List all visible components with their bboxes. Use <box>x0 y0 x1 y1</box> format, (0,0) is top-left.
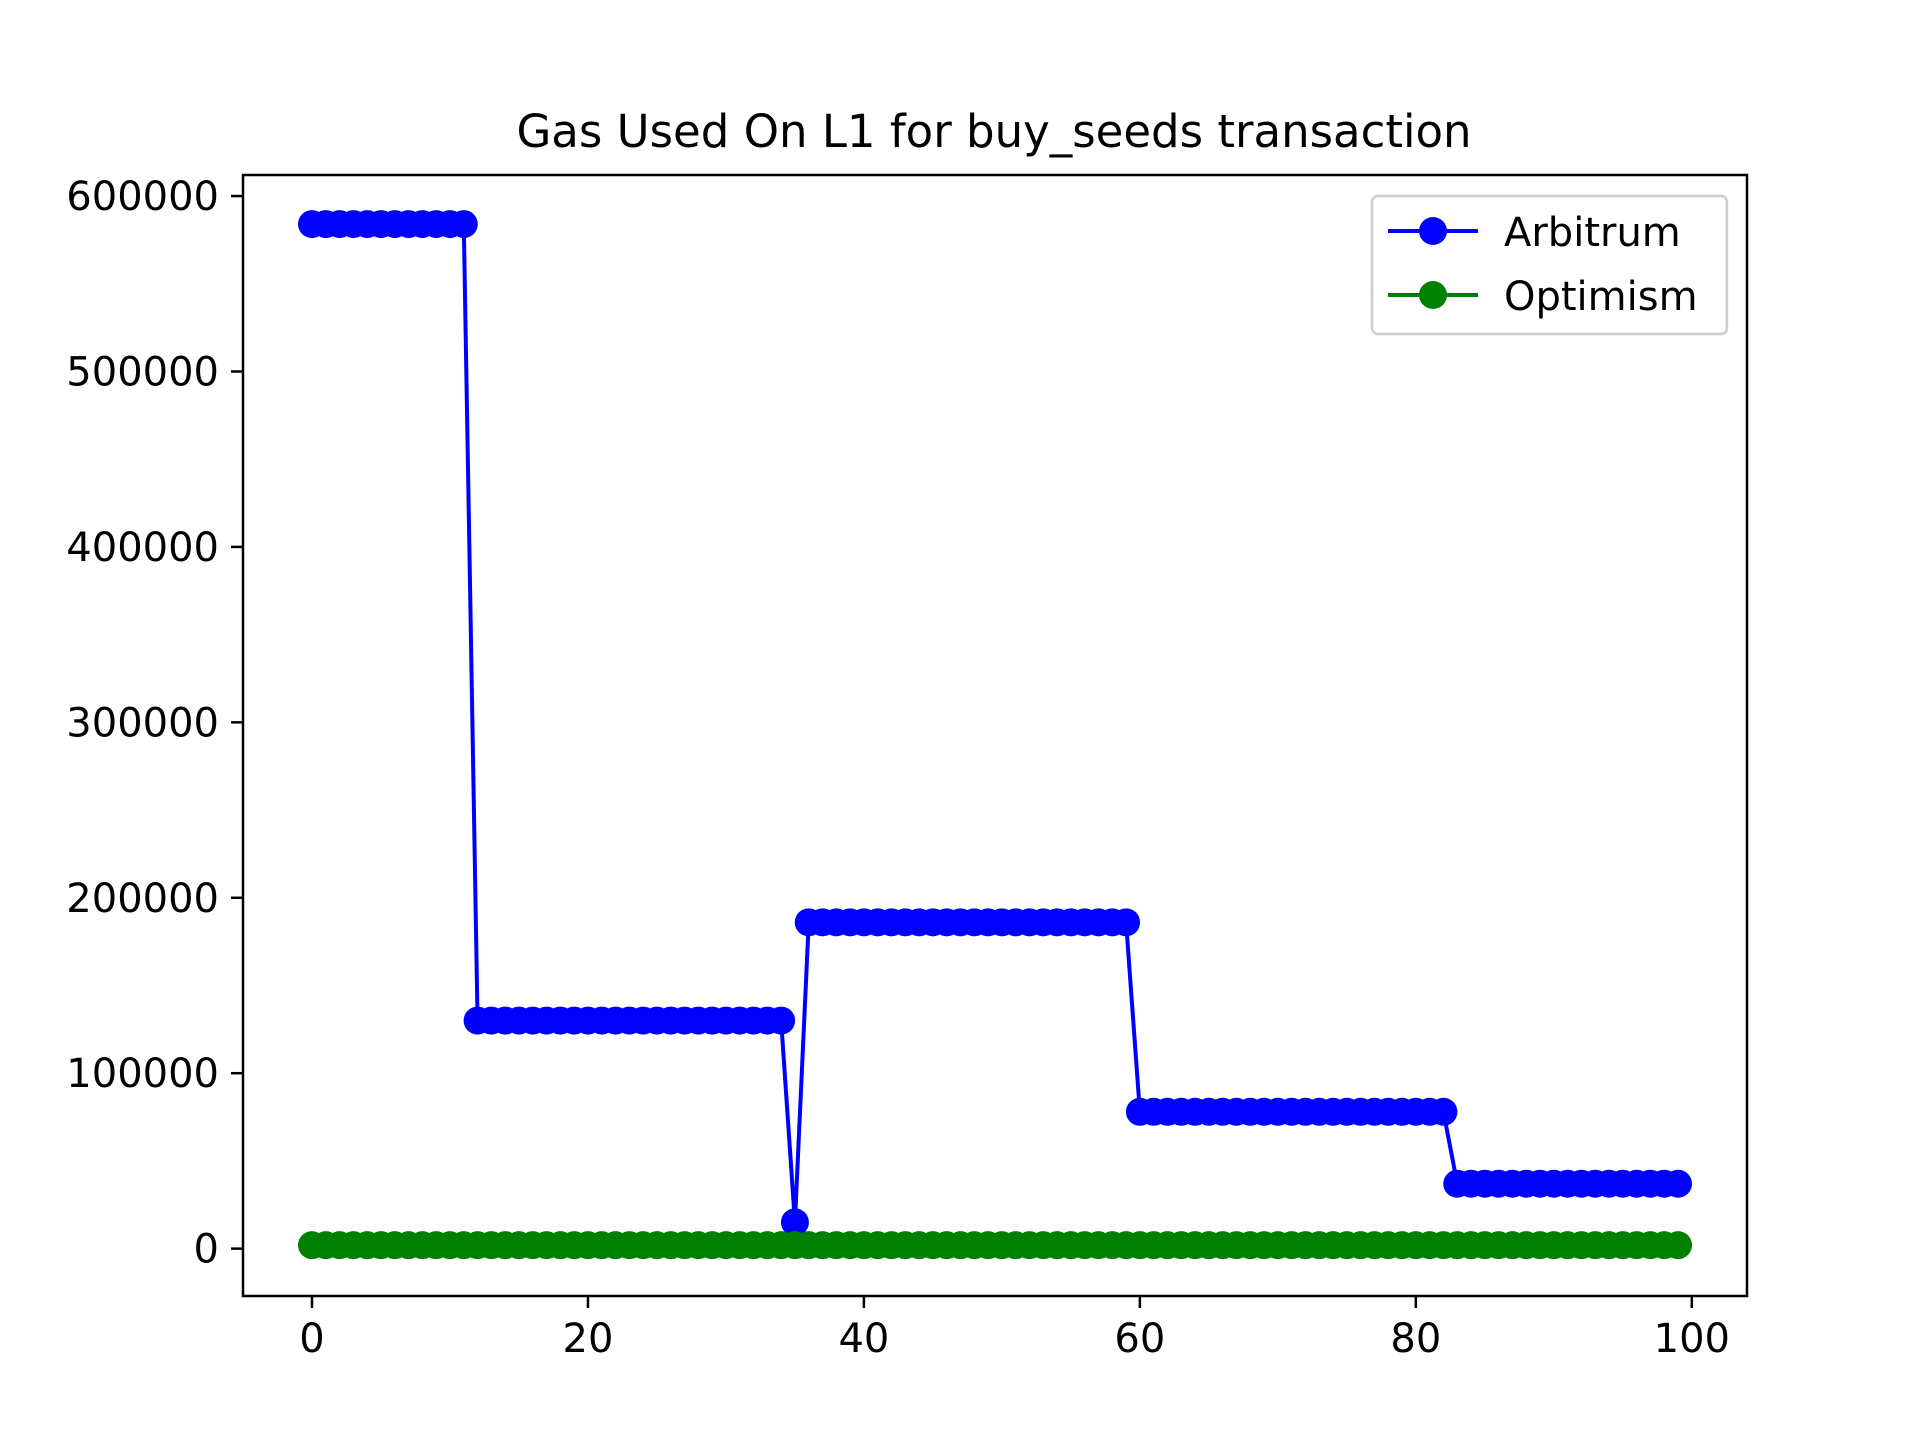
plot-area <box>297 210 1693 1260</box>
legend: Arbitrum Optimism <box>1370 194 1729 336</box>
data-point <box>1429 1097 1458 1126</box>
y-tick-label: 400000 <box>66 525 219 571</box>
data-point <box>1664 1231 1693 1260</box>
x-tick-label: 100 <box>1654 1316 1730 1362</box>
y-tick-label: 200000 <box>66 876 219 922</box>
y-tick-label: 500000 <box>66 349 219 395</box>
y-tick-label: 300000 <box>66 700 219 746</box>
data-point <box>1664 1169 1693 1198</box>
x-tick-label: 80 <box>1390 1316 1441 1362</box>
legend-arbitrum-marker <box>1419 217 1447 245</box>
x-tick-label: 20 <box>563 1316 614 1362</box>
data-point <box>767 1006 796 1035</box>
series-optimism <box>297 1231 1693 1260</box>
axes: 0 20 40 60 80 100 0 100000 200000 300000 400000 500… <box>66 173 1749 1362</box>
y-tick-label: 100000 <box>66 1051 219 1097</box>
legend-optimism-label: Optimism <box>1504 274 1698 320</box>
data-point <box>1112 908 1141 937</box>
legend-arbitrum-label: Arbitrum <box>1504 210 1681 256</box>
axes-frame <box>241 173 1749 1298</box>
data-point <box>449 210 478 239</box>
x-tick-label: 0 <box>299 1316 324 1362</box>
legend-optimism-marker <box>1419 281 1447 309</box>
data-point <box>780 1208 809 1237</box>
chart-title: Gas Used On L1 for buy_seeds transaction <box>516 105 1471 158</box>
y-tick-label: 0 <box>194 1227 219 1273</box>
y-tick-label: 600000 <box>66 174 219 220</box>
x-tick-label: 60 <box>1114 1316 1165 1362</box>
series-arbitrum <box>297 210 1693 1237</box>
x-tick-label: 40 <box>838 1316 889 1362</box>
